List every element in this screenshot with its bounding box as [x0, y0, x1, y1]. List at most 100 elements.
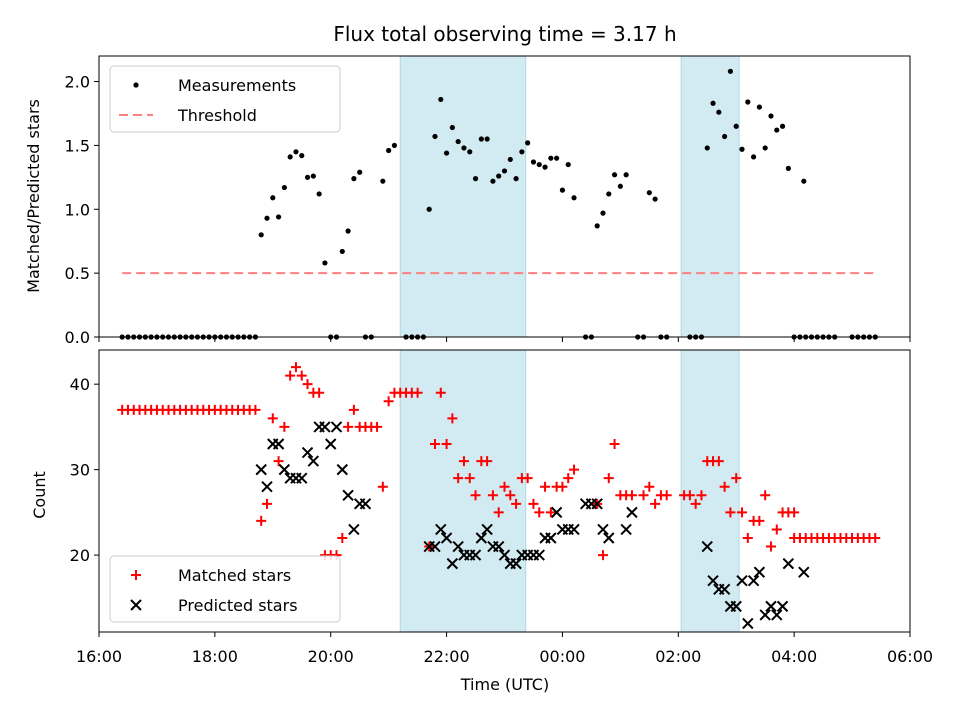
matched-star-point — [343, 421, 354, 432]
matched-star-point — [377, 481, 388, 492]
measurement-point — [513, 176, 519, 182]
predicted-star-point — [272, 438, 285, 450]
matched-star-point — [650, 498, 661, 509]
top-axes-frame — [98, 55, 911, 338]
predicted-star-point — [620, 523, 632, 536]
bottom-legend-label: Matched stars — [178, 566, 291, 585]
matched-star-point — [296, 370, 307, 381]
matched-star-point — [690, 498, 701, 509]
top-shaded-interval — [399, 55, 527, 338]
matched-star-point — [302, 379, 313, 390]
top-y-axis-label: Matched/Predicted stars — [24, 99, 43, 293]
matched-star-point — [464, 473, 475, 484]
predicted-star-point — [435, 523, 447, 536]
top-panel: 0.0 0.5 1.0 1.5 2.0 Measurements Threshold — [65, 55, 911, 347]
measurement-point — [391, 142, 398, 149]
top-y-tick-label: 1.0 — [65, 200, 90, 219]
top-legend-label: Threshold — [177, 106, 257, 125]
matched-star-point — [267, 413, 278, 424]
predicted-star-point — [336, 463, 349, 476]
measurement-point — [733, 123, 739, 129]
bottom-legend-label: Predicted stars — [178, 596, 298, 615]
predicted-star-point — [452, 540, 464, 553]
x-axis-label: Time (UTC) — [460, 675, 549, 694]
measurement-point — [357, 169, 363, 175]
measurement-point — [565, 161, 571, 168]
measurement-point — [339, 248, 345, 255]
measurement-point — [646, 190, 652, 196]
measurement-point — [501, 168, 508, 174]
matched-star-point — [372, 421, 383, 432]
matched-star-point — [250, 404, 261, 415]
bottom-y-axis-label: Count — [30, 471, 49, 519]
predicted-star-point — [765, 600, 777, 613]
x-tick-label: 20:00 — [308, 647, 354, 666]
predicted-star-point — [533, 549, 545, 561]
matched-star-point — [569, 464, 580, 475]
matched-star-point — [771, 524, 782, 535]
measurement-point — [472, 176, 479, 182]
matched-star-point — [725, 507, 736, 518]
matched-star-point — [597, 550, 608, 561]
measurement-point — [293, 149, 299, 155]
measurement-point — [611, 172, 618, 178]
measurement-point — [455, 138, 461, 145]
measurement-point — [351, 176, 357, 182]
matched-star-point — [441, 439, 452, 449]
predicted-star-point — [492, 540, 505, 553]
measurement-point — [438, 96, 444, 103]
predicted-star-point — [747, 575, 760, 587]
matched-star-point — [696, 490, 707, 501]
measurement-point — [281, 184, 287, 191]
matched-star-point — [528, 498, 539, 509]
predicted-star-point — [753, 566, 766, 578]
matched-star-point — [261, 498, 272, 509]
predicted-star-point — [707, 575, 719, 587]
bottom-y-tick-label: 20 — [70, 546, 90, 565]
top-y-tick-label: 0.0 — [65, 328, 90, 347]
measurement-point — [507, 156, 513, 163]
x-tick-label: 00:00 — [539, 647, 585, 666]
measurement-point — [600, 210, 606, 216]
matched-star-point — [285, 370, 296, 381]
predicted-star-point — [626, 506, 638, 519]
predicted-star-point — [510, 557, 522, 570]
matched-star-point — [273, 456, 284, 467]
predicted-star-point — [591, 498, 603, 510]
measurement-point — [386, 147, 392, 154]
top-shaded-interval — [680, 55, 740, 338]
predicted-star-point — [550, 506, 563, 519]
matched-star-point — [557, 481, 568, 492]
measurement-point — [716, 109, 722, 115]
matched-star-point — [563, 473, 574, 484]
x-tick-label: 02:00 — [655, 647, 701, 666]
measurement-point — [443, 150, 450, 156]
predicted-star-point — [475, 532, 488, 544]
measurement-point — [704, 145, 710, 151]
measurement-point — [461, 145, 467, 151]
measurement-point — [756, 104, 762, 110]
predicted-star-point — [440, 532, 453, 544]
predicted-star-point — [278, 463, 291, 476]
predicted-star-point — [545, 532, 557, 544]
x-tick-label: 18:00 — [192, 647, 238, 666]
measurement-point — [542, 164, 548, 170]
predicted-star-point — [429, 540, 441, 553]
matched-star-point — [499, 481, 510, 492]
measurement-point — [594, 223, 600, 229]
matched-star-point — [661, 490, 672, 501]
measurement-point — [727, 68, 734, 74]
predicted-star-point — [603, 532, 615, 544]
matched-star-point — [644, 481, 655, 492]
measurement-point — [801, 178, 807, 184]
predicted-star-point — [469, 549, 482, 561]
measurement-point — [745, 99, 751, 105]
measurement-point — [750, 154, 757, 160]
top-y-tick-label: 2.0 — [65, 73, 90, 92]
predicted-star-point — [342, 489, 354, 501]
matched-star-point — [290, 362, 301, 373]
matched-star-point — [638, 490, 649, 501]
measurement-point — [426, 206, 432, 212]
matched-star-point — [713, 456, 724, 467]
